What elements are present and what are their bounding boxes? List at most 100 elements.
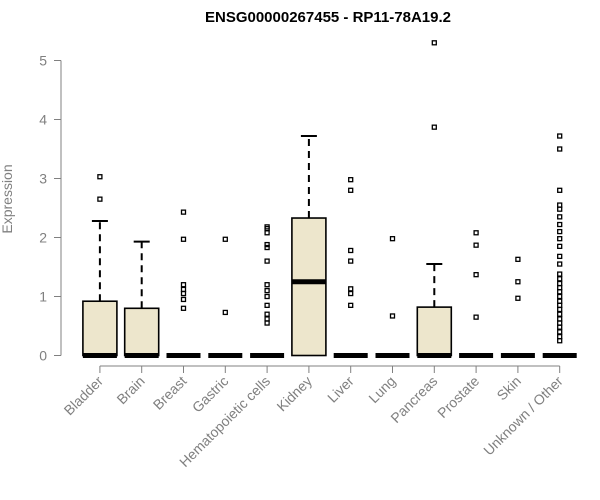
outlier-point: [264, 230, 270, 236]
outlier-point: [557, 338, 563, 344]
outlier-point: [557, 329, 563, 335]
box-group: [542, 133, 577, 358]
x-tick-label: Skin: [493, 373, 524, 404]
y-tick-label: 2: [39, 230, 47, 246]
outlier-point: [264, 244, 270, 251]
outlier-point: [348, 187, 354, 193]
boxes-layer: [82, 40, 577, 358]
outlier-point: [389, 236, 396, 242]
x-tick-label: Bladder: [61, 373, 107, 419]
outlier-point: [180, 286, 187, 293]
outlier-point: [473, 314, 479, 320]
x-tick-label: Kidney: [273, 373, 315, 415]
outlier-point: [389, 313, 396, 319]
outlier-point: [222, 309, 228, 316]
outlier-point: [557, 324, 563, 330]
outlier-point: [264, 241, 270, 248]
box: [291, 217, 327, 357]
box-group: [166, 209, 201, 358]
outlier-point: [557, 202, 563, 208]
outlier-point: [264, 224, 270, 230]
y-tick-label: 4: [39, 112, 47, 128]
box-group: [291, 135, 327, 357]
outlier-point: [557, 146, 563, 152]
outlier-point: [557, 306, 563, 313]
outlier-point: [557, 333, 563, 340]
outlier-point: [557, 221, 563, 228]
outlier-point: [557, 133, 563, 139]
outlier-point: [222, 236, 228, 242]
outlier-point: [557, 206, 563, 212]
outlier-point: [180, 236, 187, 242]
outlier-point: [557, 284, 563, 291]
box-group: [416, 40, 453, 358]
box: [82, 300, 118, 357]
outlier-point: [557, 298, 563, 304]
outlier-point: [473, 230, 479, 236]
outlier-point: [557, 236, 563, 242]
outlier-point: [264, 316, 270, 322]
outlier-point: [180, 282, 187, 288]
y-tick-label: 3: [39, 171, 47, 187]
outlier-point: [348, 302, 354, 309]
outlier-point: [557, 214, 563, 220]
box: [416, 306, 453, 357]
outlier-point: [473, 242, 479, 248]
outlier-point: [348, 290, 354, 297]
outlier-point: [431, 40, 437, 46]
outlier-point: [180, 290, 187, 297]
x-tick-label: Lung: [365, 373, 398, 406]
outlier-point: [557, 243, 563, 250]
outlier-point: [348, 286, 354, 292]
outlier-point: [264, 320, 270, 326]
box-group: [123, 240, 160, 358]
outlier-point: [557, 293, 563, 300]
outlier-point: [557, 311, 563, 317]
outlier-point: [264, 287, 270, 294]
outlier-point: [97, 196, 103, 202]
outlier-point: [264, 302, 270, 309]
x-tick-label: Unknown / Other: [480, 373, 566, 459]
outlier-point: [557, 261, 563, 267]
outlier-point: [515, 256, 521, 262]
box-group: [82, 174, 118, 358]
outlier-point: [348, 247, 354, 254]
outlier-point: [348, 177, 354, 183]
outlier-point: [515, 279, 521, 285]
outlier-point: [557, 289, 563, 295]
box-group: [500, 256, 535, 358]
outlier-point: [557, 187, 563, 193]
box-group: [333, 177, 368, 358]
y-tick-label: 0: [39, 348, 47, 364]
x-tick-label: Prostate: [434, 373, 482, 421]
outlier-point: [180, 209, 187, 215]
y-axis-label: Expression: [0, 164, 15, 233]
chart-title: ENSG00000267455 - RP11-78A19.2: [205, 9, 451, 26]
box-group: [375, 236, 410, 358]
y-tick-label: 5: [39, 53, 47, 69]
box: [123, 307, 160, 357]
outlier-point: [557, 316, 563, 322]
outlier-point: [180, 305, 187, 311]
outlier-point: [557, 228, 563, 235]
outlier-point: [557, 320, 563, 326]
x-tick-label: Brain: [113, 373, 147, 407]
outlier-point: [557, 280, 563, 287]
outlier-point: [97, 174, 103, 180]
x-tick-label: Breast: [150, 373, 190, 413]
outlier-point: [557, 276, 563, 282]
outlier-point: [264, 293, 270, 300]
box-group: [459, 230, 494, 358]
outlier-point: [557, 302, 563, 309]
y-axis: 0 1 2 3 4 5: [39, 53, 62, 364]
x-tick-label: Liver: [324, 373, 357, 406]
box-group: [250, 224, 285, 358]
y-tick-label: 1: [39, 289, 47, 305]
outlier-point: [557, 271, 563, 277]
outlier-point: [431, 124, 437, 130]
outlier-point: [557, 253, 563, 260]
outlier-point: [264, 282, 270, 288]
outlier-point: [264, 258, 270, 264]
